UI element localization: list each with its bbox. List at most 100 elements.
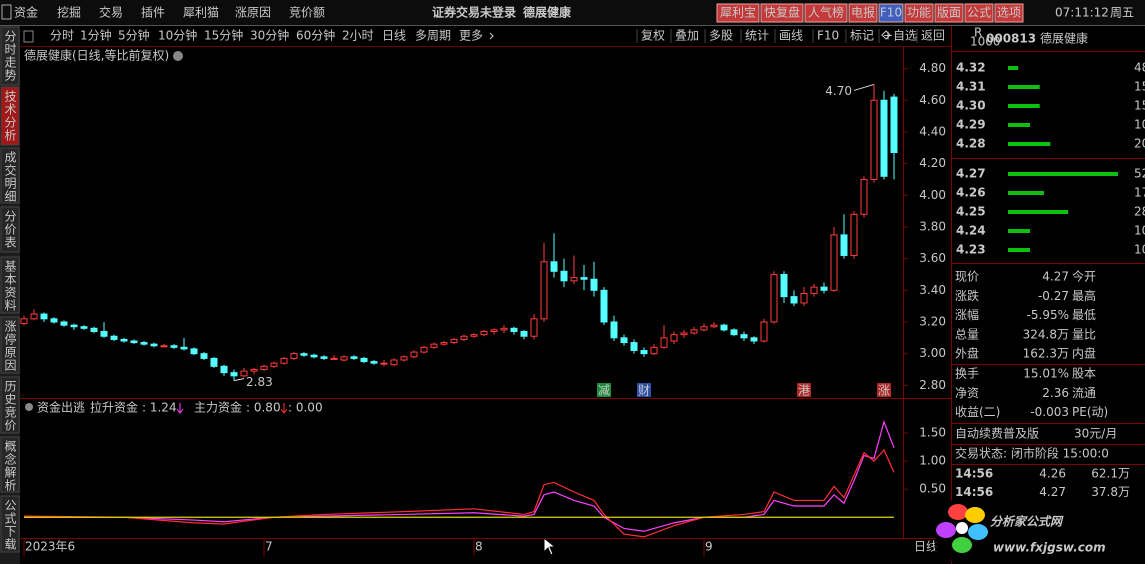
- event-tag[interactable]: [597, 383, 611, 397]
- period-tab[interactable]: 5分钟: [118, 28, 150, 43]
- side-tab[interactable]: [0, 495, 20, 553]
- menu-button[interactable]: [848, 3, 878, 23]
- legend-name: 主力资金: [194, 400, 242, 415]
- logo-petal: [936, 522, 956, 538]
- menu-button-label[interactable]: 人气榜: [808, 5, 844, 20]
- book-volume: 1040: [1134, 224, 1145, 238]
- candle-body: [40, 313, 48, 320]
- period-tab[interactable]: 2小时: [342, 29, 374, 43]
- side-tab-label[interactable]: 基本资料: [3, 260, 17, 312]
- trade-price: 4.26: [1039, 467, 1066, 481]
- menu-button-label[interactable]: 快复盘: [764, 5, 800, 20]
- menu-button[interactable]: [716, 3, 760, 23]
- menu-item[interactable]: 插件: [141, 6, 165, 20]
- month-label: 2023年6: [25, 540, 75, 554]
- candle-body: [130, 340, 138, 344]
- period-tab[interactable]: 日线: [382, 29, 406, 43]
- menu-button[interactable]: [964, 3, 994, 23]
- period-tab[interactable]: 更多: [459, 29, 483, 43]
- candle-body: [170, 345, 178, 348]
- event-tag[interactable]: [877, 383, 891, 397]
- menu-button-label[interactable]: 犀利宝: [720, 6, 756, 20]
- event-tag[interactable]: [637, 383, 651, 397]
- period-tab[interactable]: 1分钟: [80, 28, 112, 43]
- menu-button-label[interactable]: 功能: [907, 6, 931, 20]
- side-tab[interactable]: [0, 256, 20, 314]
- stat-value: 324.8万: [1023, 327, 1069, 341]
- side-tab-label[interactable]: 成交明细: [3, 151, 17, 203]
- menu-item[interactable]: 资金: [14, 5, 38, 20]
- book-volume-bar: [1008, 210, 1069, 214]
- event-tag-label[interactable]: 港: [798, 384, 810, 398]
- event-tag[interactable]: [797, 383, 811, 397]
- tool-button[interactable]: F10: [817, 29, 839, 43]
- menu-item[interactable]: 竞价额: [289, 6, 325, 20]
- tool-button[interactable]: 统计: [745, 29, 769, 43]
- candle-body: [790, 296, 798, 304]
- menu-button-label[interactable]: 版面: [937, 6, 961, 20]
- side-tab-label[interactable]: 分时走势: [3, 30, 17, 82]
- period-tab[interactable]: 分时: [50, 29, 74, 43]
- side-tab-label[interactable]: 涨停原因: [3, 319, 17, 372]
- menu-button-label[interactable]: F10: [880, 6, 902, 20]
- tool-button[interactable]: 标记: [850, 29, 874, 43]
- candle-body: [180, 346, 188, 350]
- candle-body: [460, 335, 468, 340]
- event-tag-label[interactable]: 财: [638, 384, 650, 398]
- menu-button[interactable]: [804, 3, 848, 23]
- side-tab[interactable]: [0, 26, 20, 86]
- tool-button[interactable]: 画线: [779, 29, 803, 43]
- side-tab-label[interactable]: 历史竞价: [3, 380, 17, 432]
- tool-button[interactable]: +自选: [883, 29, 917, 43]
- side-tab-label[interactable]: 概念解析: [3, 440, 17, 492]
- y-tick-label: 3.20: [919, 314, 946, 328]
- side-tab[interactable]: [0, 86, 20, 146]
- period-tab[interactable]: 60分钟: [296, 28, 335, 43]
- side-tab-label[interactable]: 公式下载: [3, 499, 17, 551]
- tool-button[interactable]: 复权: [641, 29, 665, 43]
- side-tab[interactable]: [0, 316, 20, 374]
- side-tab[interactable]: [0, 147, 20, 204]
- tool-button[interactable]: 返回: [921, 29, 945, 43]
- promo[interactable]: 自动续费普及版: [955, 427, 1039, 441]
- side-tab[interactable]: [0, 206, 20, 253]
- app-icon: [1, 4, 12, 20]
- menu-item[interactable]: 交易: [99, 5, 123, 20]
- side-tab[interactable]: [0, 376, 20, 434]
- candle-body: [400, 356, 408, 361]
- tool-button[interactable]: 叠加: [675, 29, 699, 43]
- period-tab[interactable]: 10分钟: [158, 28, 197, 43]
- tool-button[interactable]: 多股: [709, 29, 733, 43]
- candle-body: [330, 357, 338, 360]
- login-status: 证券交易未登录: [432, 5, 516, 20]
- menu-button-label[interactable]: 选项: [997, 6, 1021, 20]
- stat-value: -0.27: [1038, 289, 1069, 303]
- menu-button-label[interactable]: 公式: [967, 6, 991, 20]
- menu-button[interactable]: [934, 3, 964, 23]
- menu-item[interactable]: 涨原因: [235, 5, 271, 20]
- book-price: 4.29: [956, 118, 986, 132]
- period-tab[interactable]: 30分钟: [250, 28, 289, 43]
- side-tab-label[interactable]: 技术分析: [3, 90, 17, 142]
- menu-button[interactable]: [994, 3, 1024, 23]
- period-tab[interactable]: 多周期: [415, 29, 451, 43]
- menu-item[interactable]: 挖掘: [57, 5, 81, 20]
- candle-body: [530, 318, 538, 337]
- trade-volume: 37.8万: [1091, 485, 1130, 499]
- menu-button[interactable]: [904, 3, 934, 23]
- logo-center: [956, 522, 968, 534]
- side-tab-label[interactable]: 分价表: [3, 210, 17, 249]
- menu-button[interactable]: [760, 3, 804, 23]
- price-tag[interactable]: 30元/月: [1074, 427, 1117, 441]
- menu-button-label[interactable]: 电报: [851, 5, 875, 20]
- event-tag-label[interactable]: 减: [598, 384, 610, 398]
- period-tab[interactable]: 15分钟: [204, 28, 243, 43]
- annotation-label: 2.83: [246, 375, 273, 389]
- side-tab[interactable]: [0, 436, 20, 493]
- event-tag-label[interactable]: 涨: [878, 383, 890, 398]
- stat-label: 总量: [955, 327, 979, 341]
- candle-body: [470, 334, 478, 337]
- menu-item[interactable]: 犀利猫: [183, 6, 219, 20]
- menu-button[interactable]: [878, 3, 904, 23]
